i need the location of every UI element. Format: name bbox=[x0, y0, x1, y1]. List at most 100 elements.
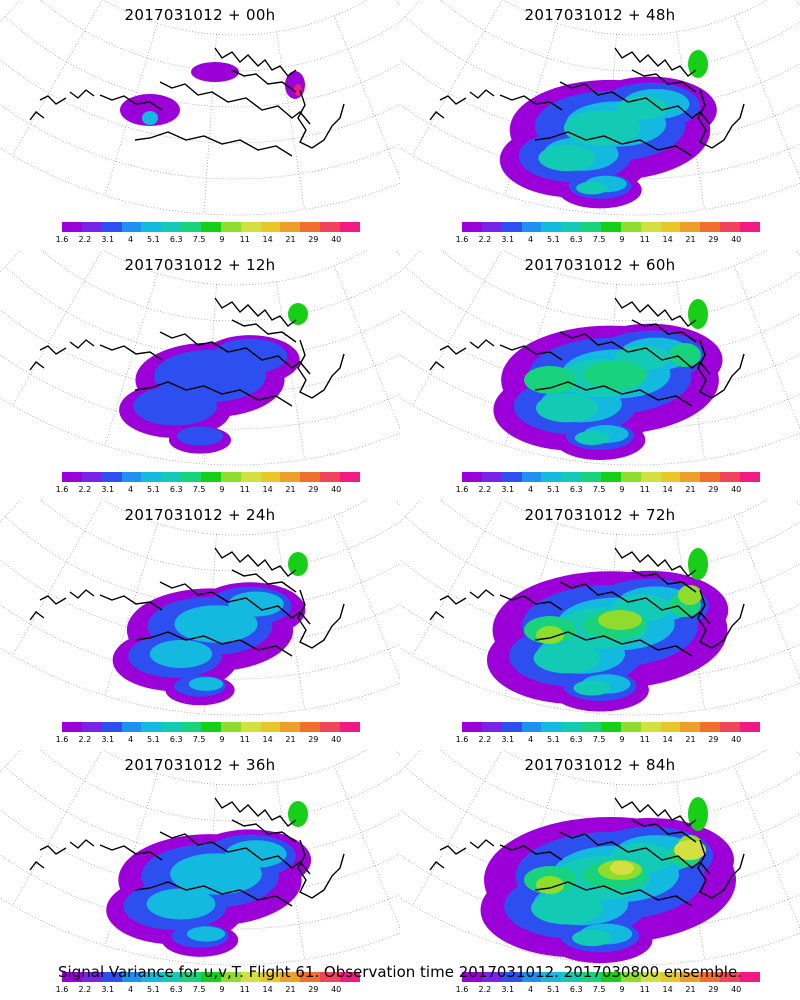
colorbar-swatch bbox=[620, 722, 641, 732]
colorbar-tick-label: 11 bbox=[239, 985, 250, 994]
colorbar-swatch bbox=[541, 222, 562, 232]
map-plot bbox=[400, 500, 800, 716]
colorbar-swatch bbox=[740, 472, 760, 482]
contour-region bbox=[572, 929, 612, 947]
colorbar-swatch bbox=[740, 222, 760, 232]
colorbar-swatch bbox=[541, 472, 562, 482]
colorbar-tick-label: 5.1 bbox=[547, 235, 560, 244]
map-panel: 2017031012 + 00h 1.6 2.2 3.1 4 5.1 6.3 7.5 9 11 14… bbox=[0, 0, 400, 250]
colorbar-swatch bbox=[161, 222, 182, 232]
colorbar-swatch bbox=[220, 722, 241, 732]
colorbar-swatch bbox=[481, 472, 502, 482]
colorbar-swatch bbox=[601, 472, 621, 482]
colorbar-swatch bbox=[462, 222, 482, 232]
colorbar-swatch bbox=[121, 472, 142, 482]
contour-region bbox=[146, 888, 216, 920]
colorbar-swatch bbox=[680, 722, 701, 732]
colorbar-swatch bbox=[240, 222, 261, 232]
colorbar-swatch bbox=[320, 722, 341, 732]
colorbar-swatch bbox=[121, 972, 142, 982]
colorbar-swatch bbox=[181, 722, 202, 732]
colorbar-tick-label: 2.2 bbox=[78, 735, 92, 744]
contour-region bbox=[538, 144, 596, 172]
colorbar-tick-label: 14 bbox=[262, 985, 273, 994]
contour-region bbox=[563, 110, 641, 146]
colorbar-tick-label: 1.6 bbox=[55, 235, 69, 244]
colorbar-swatch bbox=[340, 222, 360, 232]
colorbar-swatch bbox=[260, 722, 281, 732]
contour-region bbox=[133, 386, 217, 426]
colorbar-swatch bbox=[462, 472, 482, 482]
colorbar-swatch bbox=[220, 222, 241, 232]
colorbar-swatch bbox=[660, 472, 681, 482]
colorbar-tick-label: 9 bbox=[619, 235, 625, 244]
colorbar-swatch bbox=[101, 222, 122, 232]
colorbar-swatch bbox=[561, 972, 582, 982]
colorbar-labels: 1.6 2.2 3.1 4 5.1 6.3 7.5 9 11 14 21 29 40 bbox=[442, 485, 762, 497]
colorbar-swatch bbox=[101, 472, 122, 482]
contour-region bbox=[573, 680, 611, 696]
colorbar-swatch bbox=[81, 472, 102, 482]
colorbar-tick-label: 9 bbox=[219, 985, 225, 994]
colorbar-swatch bbox=[561, 722, 582, 732]
coastlines bbox=[429, 797, 745, 907]
colorbar-swatch bbox=[740, 722, 760, 732]
colorbar-swatch bbox=[521, 472, 542, 482]
colorbar-tick-label: 2.2 bbox=[78, 235, 92, 244]
colorbar-swatch bbox=[340, 472, 360, 482]
colorbar-swatch bbox=[620, 472, 641, 482]
map-panel: 2017031012 + 24h 1.6 2.2 3.1 4 5.1 6.3 7.5 9 11 14… bbox=[0, 500, 400, 750]
colorbar-swatch bbox=[601, 972, 621, 982]
colorbar-labels: 1.6 2.2 3.1 4 5.1 6.3 7.5 9 11 14 21 29 40 bbox=[42, 485, 362, 497]
colorbar-swatch bbox=[462, 972, 482, 982]
colorbar-swatch bbox=[581, 222, 602, 232]
contour-region bbox=[149, 639, 213, 669]
colorbar-swatch bbox=[121, 722, 142, 732]
contour-region bbox=[120, 94, 180, 126]
colorbar-swatch bbox=[680, 222, 701, 232]
colorbar-swatch bbox=[181, 972, 202, 982]
colorbar-tick-label: 2.2 bbox=[478, 985, 492, 994]
colorbar-tick-label: 3.1 bbox=[501, 235, 515, 244]
colorbar-swatch bbox=[320, 472, 341, 482]
colorbar-swatch bbox=[640, 722, 661, 732]
colorbar-swatch bbox=[141, 722, 162, 732]
colorbar-tick-label: 4 bbox=[127, 235, 134, 244]
colorbar-tick-label: 7.5 bbox=[192, 735, 206, 744]
colorbar-swatch bbox=[240, 722, 261, 732]
colorbar-tick-label: 21 bbox=[285, 985, 296, 994]
colorbar-tick-label: 5.1 bbox=[547, 735, 560, 744]
colorbar-swatch bbox=[181, 472, 202, 482]
colorbar-tick-label: 29 bbox=[708, 235, 719, 244]
colorbar-labels: 1.6 2.2 3.1 4 5.1 6.3 7.5 9 11 14 21 29 40 bbox=[42, 735, 362, 747]
map-panel: 2017031012 + 36h 1.6 2.2 3.1 4 5.1 6.3 7.5 9 11 14… bbox=[0, 750, 400, 1000]
colorbar-swatch bbox=[220, 972, 241, 982]
contour-region bbox=[191, 62, 239, 82]
colorbar-tick-label: 1.6 bbox=[55, 735, 69, 744]
colorbar-swatch bbox=[561, 222, 582, 232]
contour-region bbox=[610, 861, 634, 875]
variance-field bbox=[106, 801, 312, 957]
colorbar-tick-label: 5.1 bbox=[147, 485, 160, 494]
colorbar-tick-label: 29 bbox=[308, 735, 319, 744]
colorbar-tick-label: 7.5 bbox=[592, 735, 606, 744]
contour-region bbox=[678, 585, 702, 605]
map-panel: 2017031012 + 84h 1.6 2.2 3.1 4 5.1 6.3 7.5 9 11 14… bbox=[400, 750, 800, 1000]
colorbar-swatch bbox=[280, 972, 301, 982]
contour-region bbox=[583, 361, 647, 389]
colorbar-tick-label: 9 bbox=[619, 985, 625, 994]
colorbar-swatch bbox=[181, 222, 202, 232]
colorbar-tick-label: 6.3 bbox=[169, 985, 183, 994]
contour-region bbox=[576, 181, 608, 195]
colorbar-swatch bbox=[300, 222, 321, 232]
colorbar-tick-label: 6.3 bbox=[169, 485, 183, 494]
colorbar-tick-label: 4 bbox=[527, 985, 534, 994]
colorbar bbox=[62, 722, 360, 732]
colorbar-tick-label: 7.5 bbox=[592, 485, 606, 494]
colorbar-tick-label: 11 bbox=[239, 485, 250, 494]
map-plot bbox=[400, 0, 800, 216]
colorbar-tick-label: 4 bbox=[127, 735, 134, 744]
panel-title: 2017031012 + 84h bbox=[524, 756, 676, 774]
map-panel: 2017031012 + 48h 1.6 2.2 3.1 4 5.1 6.3 7.5 9 11 14… bbox=[400, 0, 800, 250]
contour-region bbox=[142, 111, 158, 125]
